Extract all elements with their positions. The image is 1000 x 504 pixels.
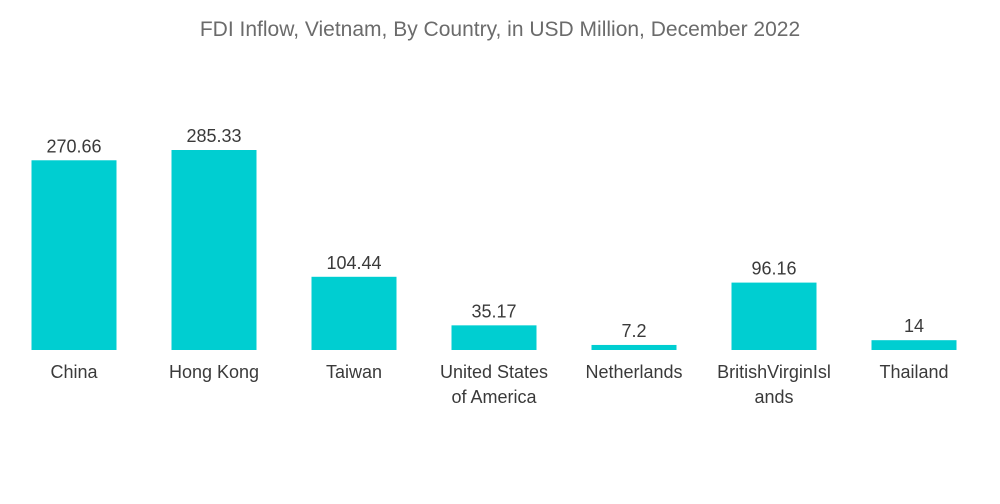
value-label-1: 285.33 [186,126,241,146]
category-label-3-line2: of America [451,387,537,407]
value-label-0: 270.66 [46,136,101,156]
category-label-1: Hong Kong [169,362,259,382]
bar-2 [311,276,397,350]
category-label-5-line2: ands [754,387,793,407]
category-label-5: BritishVirginIsl [717,362,831,382]
chart-title: FDI Inflow, Vietnam, By Country, in USD … [199,18,801,41]
value-label-2: 104.44 [326,253,381,273]
value-label-3: 35.17 [471,301,516,321]
bar-6 [871,340,957,350]
category-label-0: China [50,362,98,382]
category-label-2: Taiwan [326,362,382,382]
category-label-4: Netherlands [585,362,682,382]
value-label-5: 96.16 [751,259,796,279]
category-label-3: United States [440,362,548,382]
category-label-6: Thailand [879,362,948,382]
bar-1 [171,150,257,350]
bar-3 [451,325,537,350]
bar-4 [591,344,677,350]
bar-5 [731,282,817,350]
value-label-4: 7.2 [621,321,646,341]
bar-0 [31,160,117,350]
value-label-6: 14 [904,316,924,336]
